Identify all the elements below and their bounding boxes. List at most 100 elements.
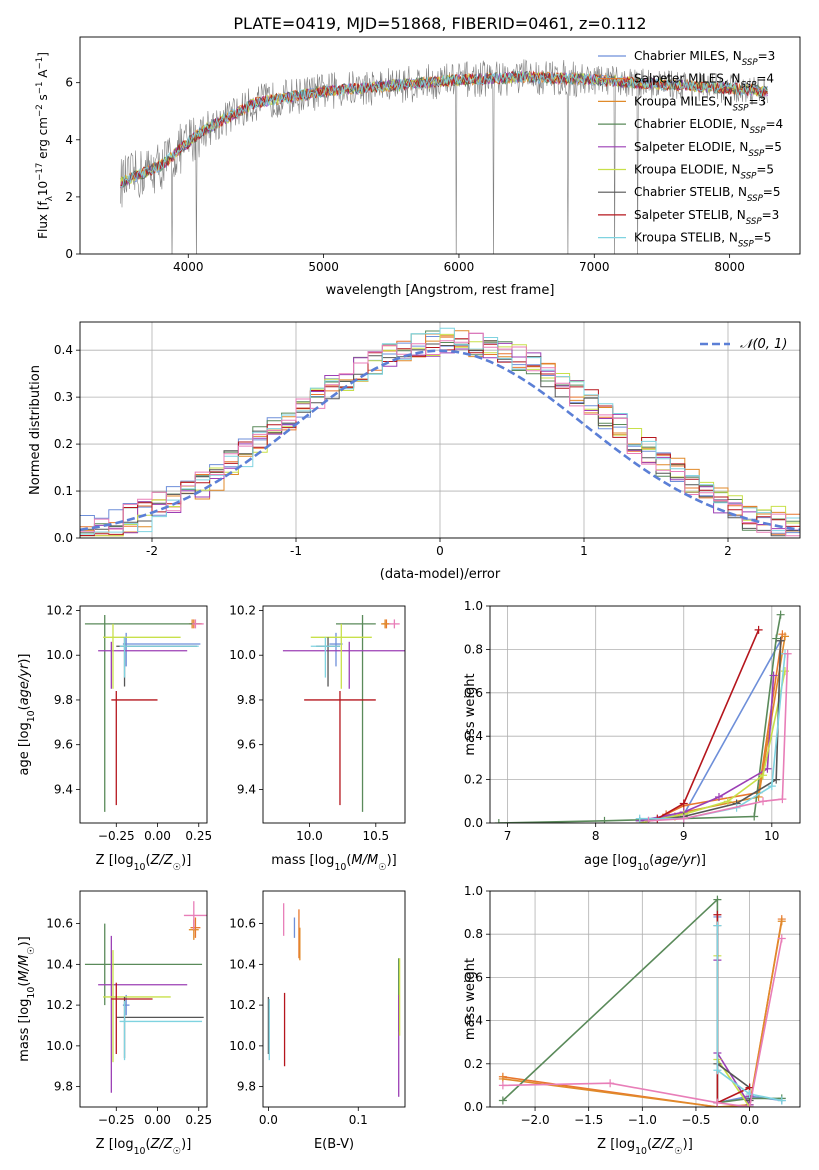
- x-tick-label: −0.25: [98, 1113, 135, 1127]
- axes-frame: [489, 890, 801, 1108]
- label-part: 10: [134, 862, 146, 873]
- y-tick-label: 0.6: [464, 686, 483, 700]
- label-part: =3: [749, 94, 767, 108]
- label-part: M/M: [17, 955, 32, 982]
- label-part: Chabrier MILES, N: [634, 49, 742, 63]
- plot-area: [490, 606, 800, 823]
- y-tick-label: 10.6: [229, 917, 256, 931]
- panel-mass_vs_EBV: 0.0 0.1 9.8 10.0 10.2 10.4 10.6 E(B-V): [229, 890, 406, 1152]
- series-point-marker: [759, 797, 768, 806]
- label-part: )]: [17, 936, 32, 946]
- x-tick-label: 0: [436, 544, 444, 558]
- x-tick-label: 0.00: [144, 829, 171, 843]
- x-tick-label: 9: [680, 829, 688, 843]
- label-part: Chabrier STELIB, N: [634, 185, 747, 199]
- label-part: erg cm: [36, 117, 50, 163]
- label-part: Z [log: [96, 853, 134, 868]
- label-part: A: [36, 69, 50, 82]
- x-tick-label: 5000: [308, 260, 339, 274]
- y-axis-label: Normed distribution: [28, 365, 43, 495]
- legend-label: Kroupa ELODIE, NSSP=5: [634, 163, 774, 182]
- y-axis-label: mass weight: [463, 958, 478, 1040]
- series-point-marker: [759, 771, 768, 780]
- x-tick-label: 8: [592, 829, 600, 843]
- x-tick-label: 8000: [714, 260, 745, 274]
- label-part: )]: [683, 1137, 693, 1152]
- plot-area: [120, 59, 768, 254]
- label-part: ☉: [674, 1146, 682, 1157]
- plot-area: [80, 322, 800, 538]
- y-tick-label: 0.8: [464, 927, 483, 941]
- series-point-marker: [635, 814, 644, 823]
- series-point-marker: [750, 812, 759, 821]
- series-point-marker: [713, 1098, 722, 1107]
- label-part: Kroupa MILES, N: [634, 94, 733, 108]
- label-part: 10: [26, 987, 37, 999]
- x-tick-label: 0.25: [185, 829, 212, 843]
- label-part: −2: [35, 104, 45, 117]
- series-point-marker: [767, 782, 776, 791]
- x-tick-label: 6000: [444, 260, 475, 274]
- label-part: −17: [35, 163, 45, 181]
- label-part: =3: [758, 49, 776, 63]
- series-point-marker: [679, 799, 688, 808]
- y-tick-label: 10.0: [46, 1039, 73, 1053]
- y-tick-label: 9.8: [237, 693, 256, 707]
- series-point-marker: [772, 634, 781, 643]
- series-point-marker: [783, 649, 792, 658]
- x-tick-label: 2: [724, 544, 732, 558]
- mass-weight-series-line: [639, 675, 775, 822]
- label-part: SSP: [750, 126, 767, 136]
- label-part: SSP: [733, 103, 750, 113]
- x-tick-label: 0.0: [740, 1113, 759, 1127]
- label-part: SSP: [747, 194, 764, 204]
- x-axis-label: Z [log10(Z/Z☉)]: [96, 853, 192, 873]
- plot-area: [84, 614, 204, 812]
- series-point-marker: [713, 910, 722, 919]
- y-tick-label: 10.2: [229, 603, 256, 617]
- y-tick-label: 9.8: [54, 693, 73, 707]
- label-part: λ: [45, 196, 55, 201]
- y-tick-label: 0.2: [464, 773, 483, 787]
- x-axis-label: E(B-V): [314, 1137, 354, 1152]
- x-tick-label: 0.1: [349, 1113, 368, 1127]
- label-part: (: [146, 1137, 151, 1152]
- series-point-marker: [754, 625, 763, 634]
- series-point-marker: [777, 1096, 786, 1105]
- label-part: 10: [134, 1146, 146, 1157]
- series-point-marker: [600, 816, 609, 823]
- x-axis-label: mass [log10(M/M☉)]: [271, 853, 397, 873]
- y-tick-label: 9.4: [54, 782, 73, 796]
- series-point-marker: [644, 816, 653, 823]
- x-tick-label: -1: [290, 544, 302, 558]
- label-part: 10: [26, 710, 37, 722]
- y-tick-label: 1.0: [464, 599, 483, 613]
- model-fit-line: [120, 70, 768, 188]
- series-point-marker: [498, 1081, 507, 1090]
- y-axis-label: mass weight: [463, 673, 478, 755]
- label-part: Z/Z: [651, 1137, 675, 1152]
- series-point-marker: [714, 792, 723, 801]
- label-part: ☉: [173, 1146, 181, 1157]
- y-tick-label: 0.8: [464, 642, 483, 656]
- series-point-marker: [776, 610, 785, 619]
- x-tick-label: 0.0: [259, 1113, 278, 1127]
- label-part: E(B-V): [314, 1137, 354, 1152]
- x-tick-label: 10.5: [362, 829, 389, 843]
- label-part: )]: [17, 653, 32, 663]
- label-part: mass [log: [17, 999, 32, 1062]
- y-tick-label: 0.6: [464, 970, 483, 984]
- y-tick-label: 10.2: [46, 998, 73, 1012]
- label-part: Z/Z: [150, 853, 174, 868]
- x-tick-label: −2.0: [520, 1113, 549, 1127]
- panel-residuals: -2 -1 0 1 2 0.0 0.1 0.2 0.3 0.4 (data-model)/error…: [28, 321, 801, 582]
- label-part: =4: [756, 72, 774, 86]
- y-tick-label: 10.2: [229, 998, 256, 1012]
- y-tick-label: 0.2: [464, 1057, 483, 1071]
- label-part: ☉: [378, 862, 386, 873]
- label-part: )]: [696, 853, 706, 868]
- legend-label: Kroupa MILES, NSSP=3: [634, 94, 766, 113]
- label-part: Normed distribution: [28, 365, 43, 495]
